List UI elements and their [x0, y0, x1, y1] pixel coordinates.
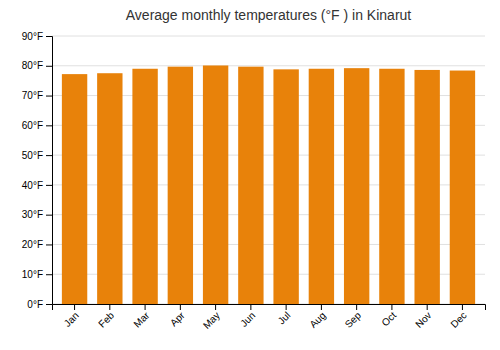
- x-tick: Aug: [307, 304, 327, 330]
- x-tick: Jul: [276, 304, 293, 326]
- bar: [168, 67, 193, 304]
- x-tick-label: Mar: [131, 309, 151, 329]
- bar: [62, 74, 87, 304]
- x-tick-label: Jun: [238, 310, 257, 329]
- x-tick-label: Jul: [276, 310, 293, 327]
- y-tick-mark: [46, 125, 52, 126]
- y-tick-mark: [46, 36, 52, 37]
- x-tick-mark: [321, 304, 322, 310]
- y-tick-label: 60°F: [22, 120, 43, 131]
- x-tick: Apr: [168, 304, 187, 328]
- x-tick: Sep: [343, 304, 364, 330]
- x-tick-mark: [250, 304, 251, 310]
- y-tick: 50°F: [22, 150, 52, 161]
- y-tick: 40°F: [22, 180, 52, 191]
- x-tick-label: Jan: [62, 310, 81, 329]
- x-tick-label: Nov: [413, 310, 433, 330]
- grid-line: [52, 36, 485, 37]
- x-tick-mark: [391, 304, 392, 310]
- grid: [52, 36, 485, 304]
- y-tick-label: 50°F: [22, 150, 43, 161]
- bar: [203, 65, 228, 304]
- x-axis: Jan Feb Mar Apr May Jun Jul Aug Sep Oct Nov Dec: [53, 304, 486, 331]
- y-tick: 60°F: [22, 120, 52, 131]
- x-tick-mark: [180, 304, 181, 310]
- y-tick: 0°F: [27, 299, 52, 310]
- y-tick: 80°F: [22, 60, 52, 71]
- y-tick-label: 80°F: [22, 60, 43, 71]
- x-tick-mark: [109, 304, 110, 310]
- x-tick: May: [201, 304, 222, 331]
- bar: [450, 71, 475, 304]
- x-tick-mark: [462, 304, 463, 310]
- y-tick-mark: [46, 244, 52, 245]
- x-tick-label: Feb: [96, 309, 116, 329]
- bar: [309, 69, 334, 304]
- y-tick-label: 90°F: [22, 31, 43, 42]
- y-tick-mark: [46, 66, 52, 67]
- x-tick: Jan: [62, 304, 81, 329]
- bar: [238, 67, 263, 304]
- y-tick: 30°F: [22, 209, 52, 220]
- grid-line: [52, 65, 485, 66]
- y-axis: 0°F 10°F 20°F 30°F 40°F 50°F 60°F 70°F 80°F 90°F: [22, 31, 53, 310]
- x-tick: Nov: [413, 304, 433, 330]
- y-tick: 10°F: [22, 269, 52, 280]
- y-tick-label: 0°F: [27, 299, 43, 310]
- bar: [97, 73, 122, 304]
- x-axis-line: [53, 305, 486, 311]
- bar: [132, 69, 157, 304]
- y-tick-label: 70°F: [22, 90, 43, 101]
- y-tick-label: 20°F: [22, 239, 43, 250]
- y-tick-mark: [46, 96, 52, 97]
- chart-svg: Jan Feb Mar Apr May Jun Jul Aug Sep Oct Nov Dec 0°F 1…: [0, 0, 500, 350]
- x-tick-label: Dec: [448, 310, 468, 330]
- x-tick-mark: [356, 304, 357, 310]
- bar: [379, 69, 404, 304]
- y-tick: 90°F: [22, 31, 52, 42]
- y-tick-label: 40°F: [22, 180, 43, 191]
- y-tick: 20°F: [22, 239, 52, 250]
- y-tick-mark: [46, 274, 52, 275]
- y-tick-label: 10°F: [22, 269, 43, 280]
- y-tick: 70°F: [22, 90, 52, 101]
- y-tick-label: 30°F: [22, 209, 43, 220]
- chart-container: Jan Feb Mar Apr May Jun Jul Aug Sep Oct Nov Dec 0°F 1…: [0, 0, 500, 350]
- x-tick-mark: [427, 304, 428, 310]
- x-tick-label: Oct: [379, 310, 398, 329]
- x-tick-mark: [74, 304, 75, 310]
- bar: [344, 68, 369, 304]
- x-tick-label: May: [201, 310, 222, 331]
- plot-area: Jan Feb Mar Apr May Jun Jul Aug Sep Oct Nov Dec 0°F 1…: [22, 31, 486, 331]
- y-axis-line: [46, 37, 53, 305]
- x-tick-mark: [145, 304, 146, 310]
- y-tick-mark: [46, 185, 52, 186]
- x-tick: Dec: [448, 304, 468, 330]
- title: Average monthly temperatures (°F ) in Ki…: [126, 7, 412, 23]
- y-tick-mark: [46, 215, 52, 216]
- x-tick-mark: [215, 304, 216, 310]
- x-tick-mark: [286, 304, 287, 310]
- x-tick: Feb: [96, 304, 116, 330]
- x-tick: Oct: [379, 304, 398, 328]
- x-tick: Mar: [131, 304, 151, 330]
- bar: [414, 70, 439, 304]
- bar: [273, 69, 298, 304]
- x-tick-label: Sep: [343, 309, 364, 330]
- y-tick-mark: [46, 304, 52, 305]
- x-tick-label: Aug: [307, 310, 327, 330]
- x-tick-label: Apr: [168, 309, 187, 328]
- bars: [62, 65, 475, 304]
- x-tick: Jun: [238, 304, 257, 329]
- y-tick-mark: [46, 155, 52, 156]
